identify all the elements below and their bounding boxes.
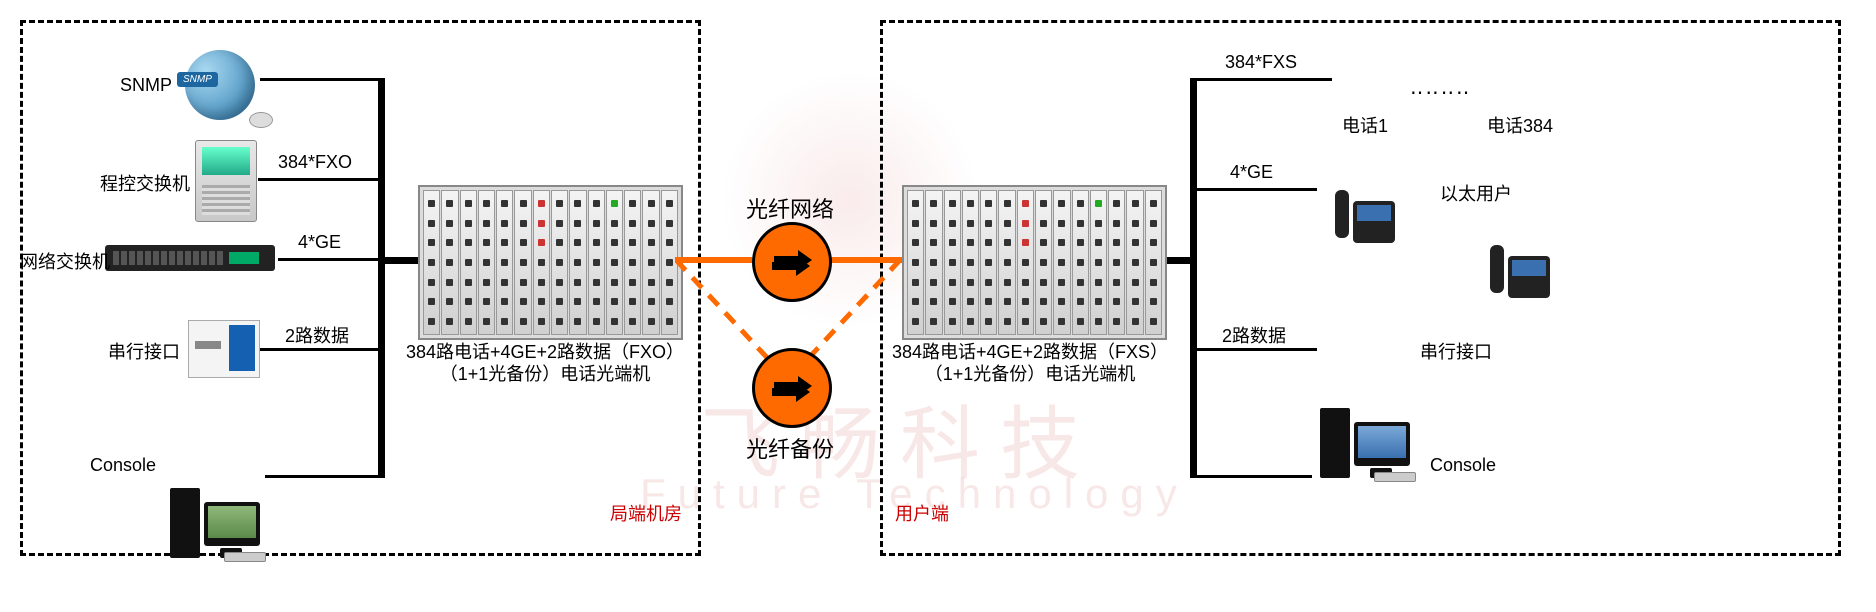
left-site-label: 局端机房: [610, 500, 682, 526]
pbx-link: [258, 178, 378, 181]
serial-label-right: 串行接口: [1420, 338, 1492, 364]
switch-link: [278, 258, 378, 261]
eth-link-label: 4*GE: [1230, 162, 1273, 183]
phone-ellipsis: ‥‥‥‥: [1410, 75, 1471, 100]
left-optical-terminal-chassis: [418, 185, 683, 340]
serial-interface-icon: [188, 320, 260, 378]
right-optical-terminal-chassis: [902, 185, 1167, 340]
fiber-backup-label: 光纤备份: [746, 432, 834, 464]
right-site-label: 用户端: [895, 500, 949, 526]
switch-label: 网络交换机: [20, 248, 110, 274]
pbx-link-label: 384*FXO: [278, 152, 352, 173]
eth-user-label: 以太用户: [1440, 180, 1512, 206]
fiber-backup-icon: [752, 348, 832, 428]
eth-link: [1197, 188, 1317, 191]
right-bus-vertical: [1190, 78, 1197, 478]
right-chassis-caption-2: （1+1光备份）电话光端机: [925, 360, 1136, 386]
pbx-label: 程控交换机: [100, 170, 190, 196]
left-bus-to-chassis: [378, 257, 418, 264]
console-label-left: Console: [90, 455, 156, 476]
ethernet-user-pc-icon: [1320, 398, 1410, 478]
fiber-primary-label: 光纤网络: [746, 192, 834, 224]
console-link-right: [1197, 475, 1312, 478]
pbx-icon: [195, 140, 257, 222]
snmp-globe-icon: [185, 50, 255, 120]
phones-link: [1197, 78, 1332, 81]
serial-label: 串行接口: [108, 338, 180, 364]
phones-link-label: 384*FXS: [1225, 52, 1297, 73]
phone-1-label: 电话1: [1342, 112, 1388, 138]
left-bus-vertical: [378, 78, 385, 478]
left-chassis-caption-2: （1+1光备份）电话光端机: [440, 360, 651, 386]
snmp-link: [260, 78, 378, 81]
serial-link: [260, 348, 378, 351]
console-pc-icon-left: [170, 478, 260, 558]
switch-link-label: 4*GE: [298, 232, 341, 253]
snmp-label: SNMP: [120, 75, 172, 96]
serial-link-label: 2路数据: [285, 322, 349, 348]
console-link-left: [265, 475, 378, 478]
phone-n-label: 电话384: [1487, 112, 1553, 138]
serial-link-right: [1197, 348, 1317, 351]
network-switch-icon: [105, 245, 275, 271]
phone-n-icon: [1490, 243, 1550, 298]
serial-link-label-right: 2路数据: [1222, 322, 1286, 348]
console-label-right: Console: [1430, 455, 1496, 476]
phone-1-icon: [1335, 188, 1395, 243]
